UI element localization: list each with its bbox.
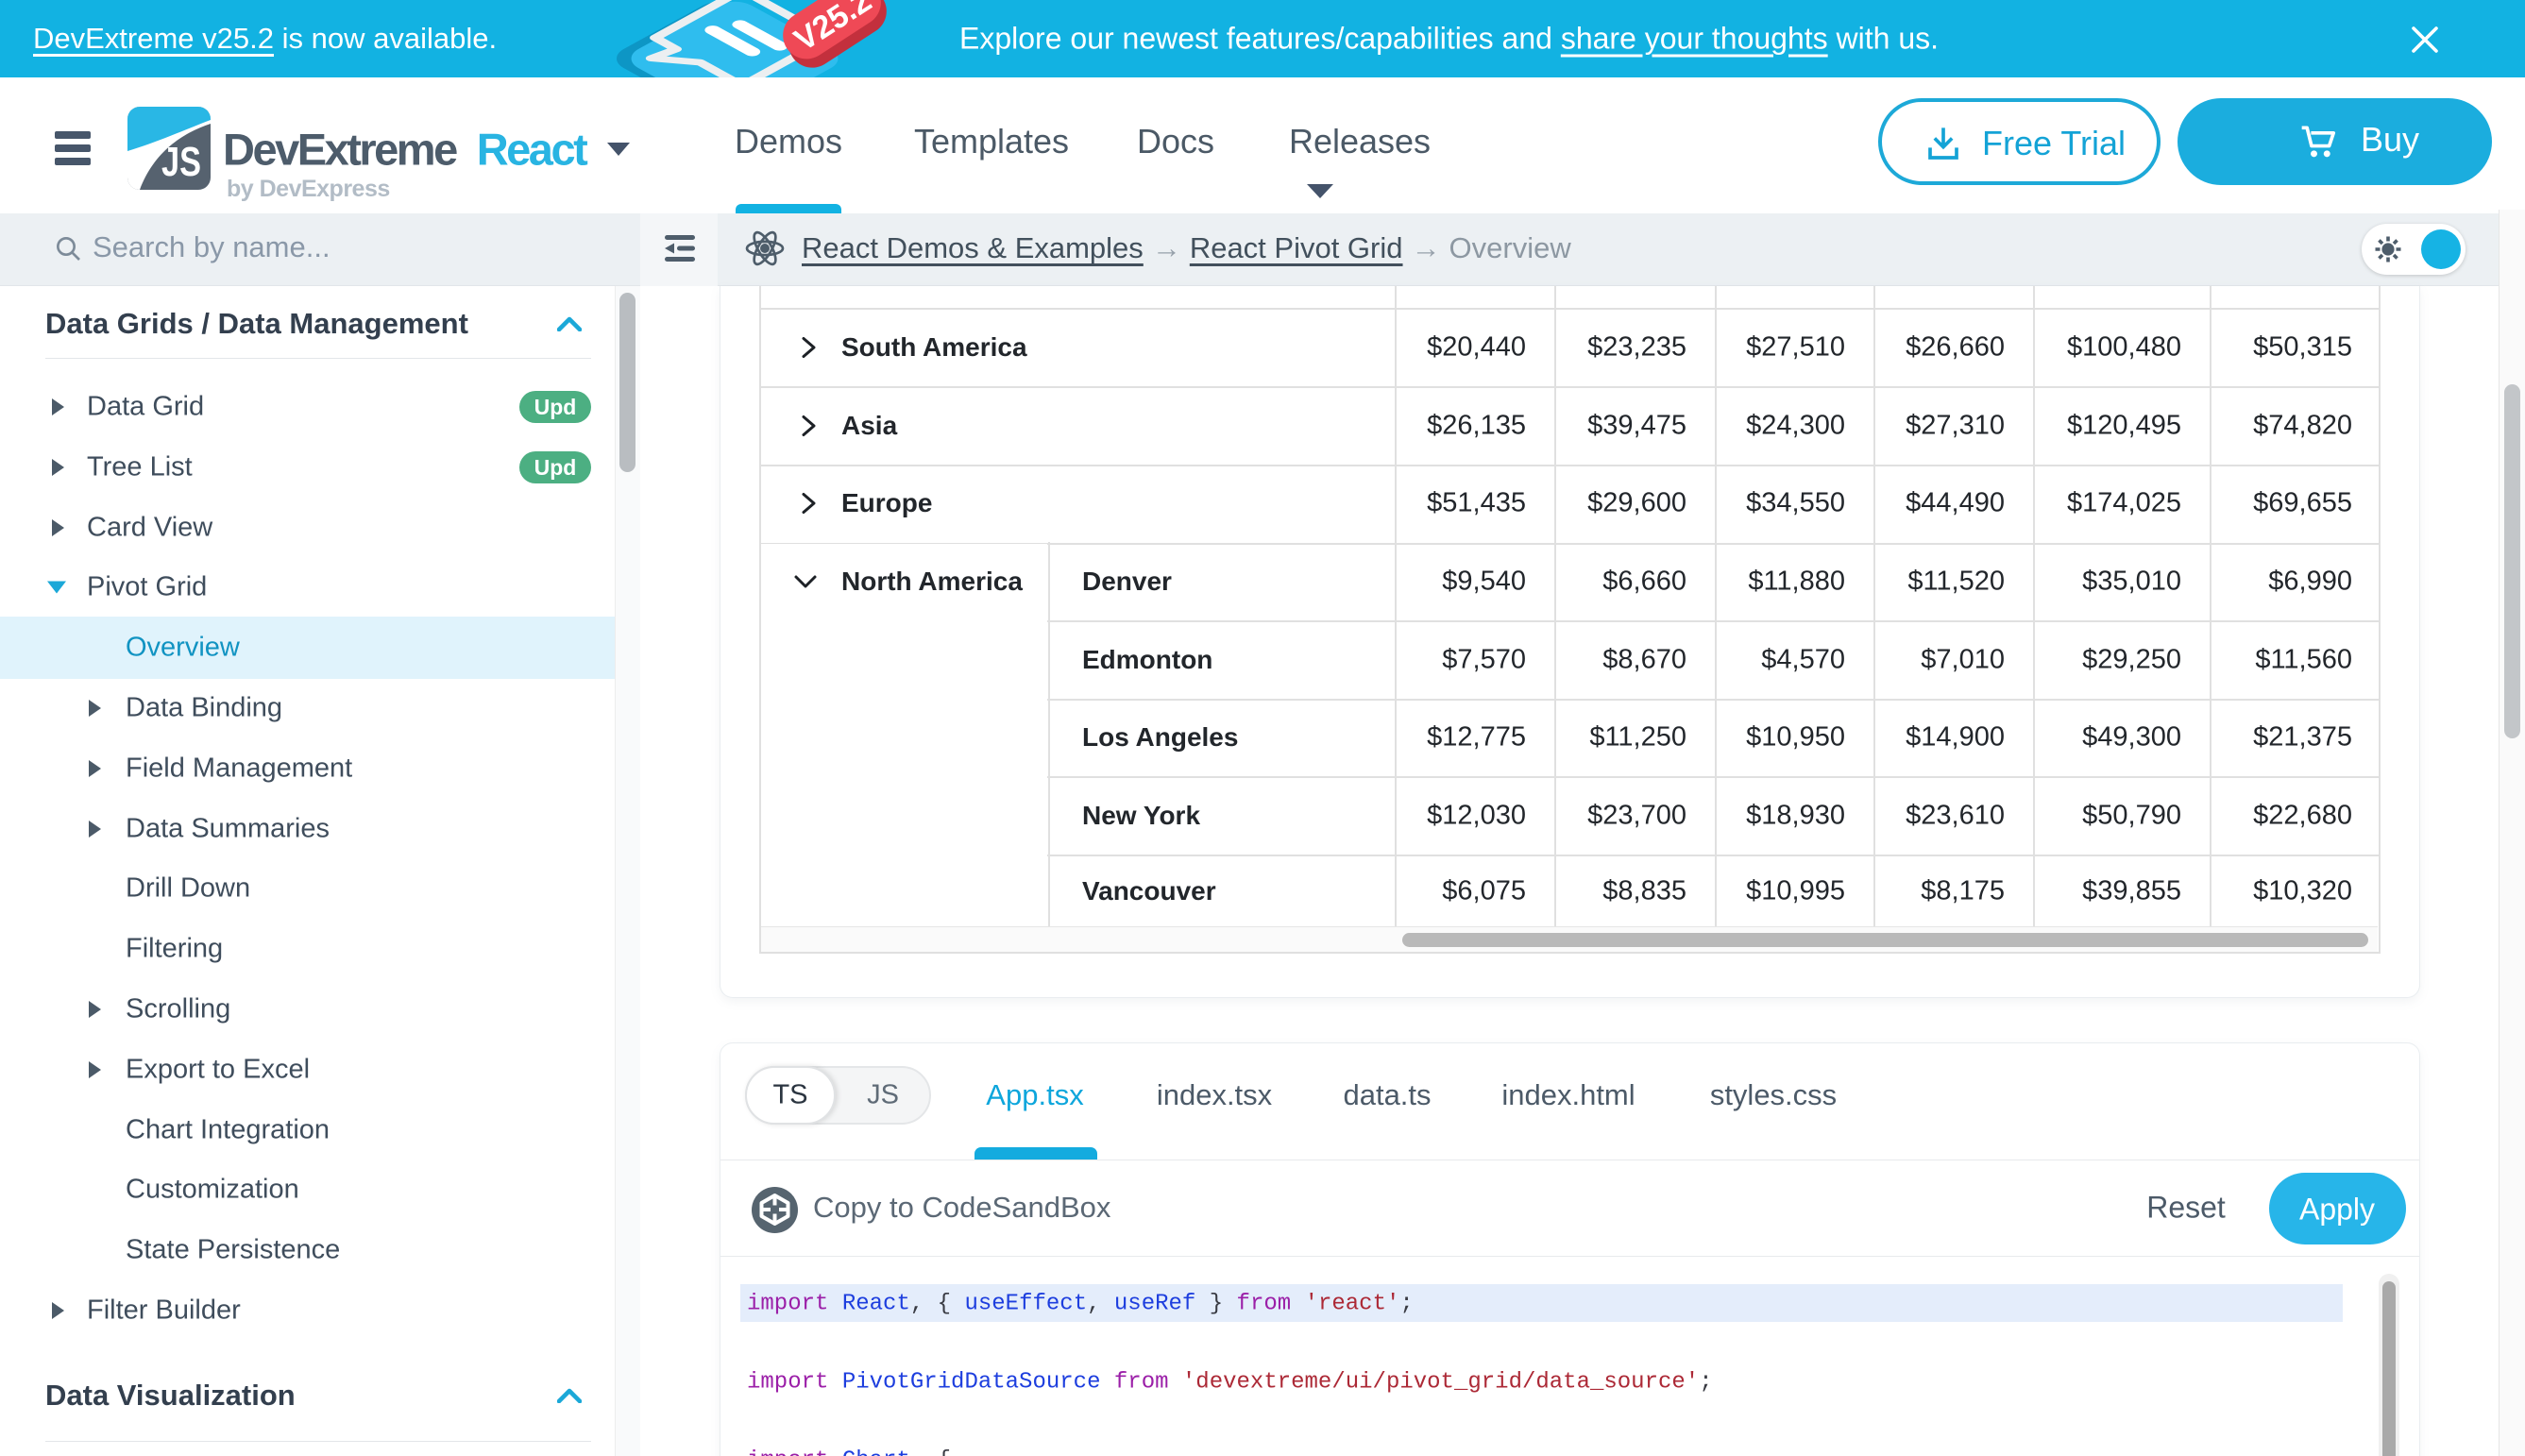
svg-text:JS: JS — [161, 139, 201, 185]
